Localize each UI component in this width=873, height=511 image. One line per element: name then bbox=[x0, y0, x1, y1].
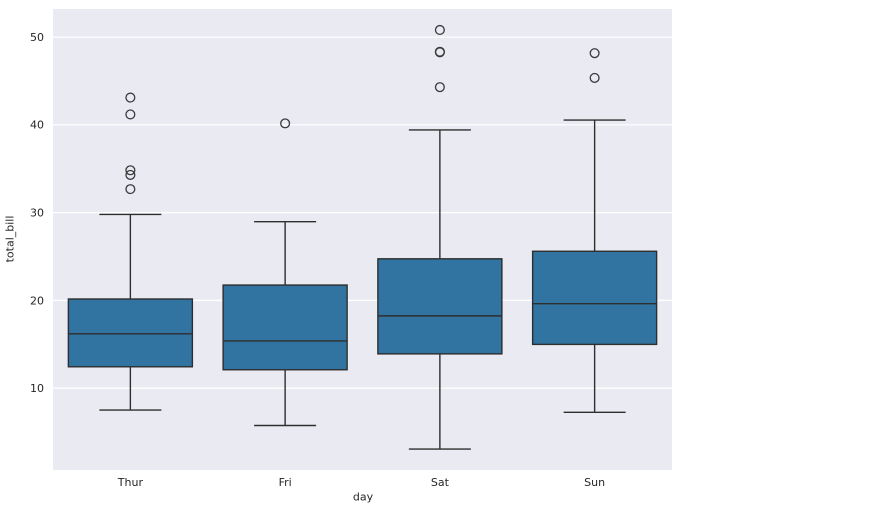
outlier-Sun-0 bbox=[589, 72, 600, 83]
ytick-label-40: 40 bbox=[30, 119, 44, 132]
outlier-Thur-4 bbox=[125, 92, 136, 103]
box-Fri bbox=[222, 284, 348, 371]
outlier-Thur-1 bbox=[125, 169, 136, 180]
xtick-label-Sun: Sun bbox=[584, 476, 605, 489]
outlier-Sat-3 bbox=[434, 24, 445, 36]
outlier-Sat-0 bbox=[434, 82, 445, 93]
plot-area bbox=[53, 9, 672, 470]
box-Sun bbox=[531, 250, 658, 346]
xtick-label-Thur: Thur bbox=[117, 476, 144, 489]
ytick-label-30: 30 bbox=[30, 206, 44, 219]
ytick-label-50: 50 bbox=[30, 31, 44, 44]
box-Sat bbox=[377, 258, 503, 355]
outlier-Thur-2 bbox=[125, 165, 136, 176]
outlier-Thur-0 bbox=[125, 184, 136, 195]
outlier-Thur-3 bbox=[125, 109, 136, 120]
outlier-Sun-1 bbox=[589, 48, 600, 59]
ytick-label-10: 10 bbox=[30, 382, 44, 395]
box-Thur bbox=[67, 298, 194, 368]
xtick-label-Sat: Sat bbox=[431, 476, 450, 489]
outlier-Fri-0 bbox=[280, 118, 291, 129]
ytick-label-20: 20 bbox=[30, 294, 44, 307]
outlier-Sat-2 bbox=[434, 46, 445, 57]
xtick-label-Fri: Fri bbox=[279, 476, 292, 489]
